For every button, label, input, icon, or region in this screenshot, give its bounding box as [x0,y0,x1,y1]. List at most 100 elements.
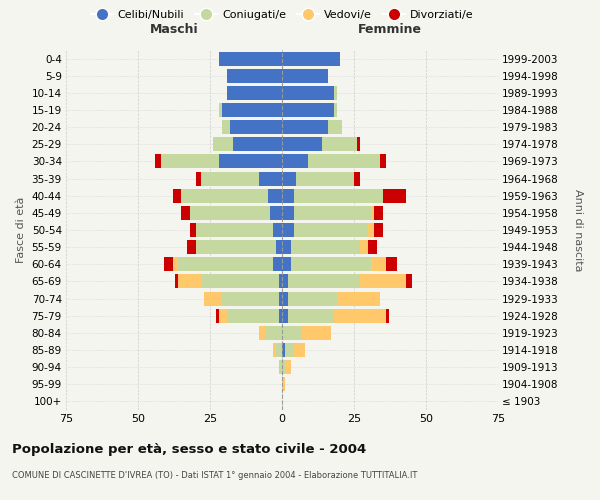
Y-axis label: Anni di nascita: Anni di nascita [573,188,583,271]
Bar [371,258,386,272]
Bar [279,360,282,374]
Bar [178,274,202,288]
Bar [221,120,230,134]
Bar [279,292,282,306]
Bar [386,258,397,272]
Bar [221,103,282,117]
Bar [302,326,331,340]
Bar [282,343,285,357]
Bar [282,154,308,168]
Bar [296,172,354,185]
Bar [368,240,377,254]
Bar [196,240,276,254]
Bar [181,206,190,220]
Bar [293,188,383,202]
Bar [282,326,302,340]
Bar [328,120,343,134]
Bar [354,172,360,185]
Bar [196,172,202,185]
Bar [322,138,357,151]
Bar [227,86,282,100]
Bar [259,326,265,340]
Bar [282,258,290,272]
Bar [360,274,406,288]
Bar [360,240,368,254]
Bar [218,52,282,66]
Bar [293,206,371,220]
Bar [282,378,285,392]
Bar [161,154,218,168]
Bar [282,68,328,82]
Bar [386,308,389,322]
Bar [285,343,293,357]
Bar [221,292,279,306]
Bar [268,188,282,202]
Bar [202,274,279,288]
Bar [274,258,282,272]
Bar [293,343,305,357]
Bar [282,308,288,322]
Bar [271,206,282,220]
Bar [216,308,218,322]
Bar [374,223,383,237]
Bar [282,52,340,66]
Text: COMUNE DI CASCINETTE D'IVREA (TO) - Dati ISTAT 1° gennaio 2004 - Elaborazione TU: COMUNE DI CASCINETTE D'IVREA (TO) - Dati… [12,471,418,480]
Bar [202,172,259,185]
Bar [293,223,368,237]
Bar [282,172,296,185]
Bar [282,138,322,151]
Bar [178,258,274,272]
Bar [282,103,334,117]
Bar [218,154,282,168]
Bar [190,206,271,220]
Bar [282,360,285,374]
Bar [233,138,282,151]
Bar [276,240,282,254]
Y-axis label: Fasce di età: Fasce di età [16,197,26,263]
Bar [274,343,276,357]
Bar [204,292,221,306]
Bar [282,120,328,134]
Text: Femmine: Femmine [358,24,422,36]
Bar [380,154,386,168]
Bar [279,274,282,288]
Bar [173,188,181,202]
Bar [181,188,268,202]
Bar [282,223,293,237]
Bar [274,223,282,237]
Bar [383,188,406,202]
Bar [227,308,279,322]
Bar [288,308,334,322]
Bar [282,188,293,202]
Bar [218,103,221,117]
Text: Maschi: Maschi [149,24,199,36]
Bar [230,120,282,134]
Bar [337,292,380,306]
Legend: Celibi/Nubili, Coniugati/e, Vedovi/e, Divorziati/e: Celibi/Nubili, Coniugati/e, Vedovi/e, Di… [86,5,478,24]
Bar [173,258,178,272]
Bar [374,206,383,220]
Bar [265,326,282,340]
Bar [276,343,282,357]
Bar [282,292,288,306]
Bar [190,223,196,237]
Bar [187,240,196,254]
Bar [282,206,293,220]
Bar [334,103,337,117]
Bar [279,308,282,322]
Bar [357,138,360,151]
Bar [259,172,282,185]
Bar [290,240,360,254]
Bar [227,68,282,82]
Bar [290,258,371,272]
Bar [371,206,374,220]
Bar [155,154,161,168]
Bar [285,360,290,374]
Bar [334,308,386,322]
Bar [175,274,178,288]
Bar [282,274,288,288]
Bar [334,86,337,100]
Bar [164,258,173,272]
Bar [368,223,374,237]
Bar [288,292,337,306]
